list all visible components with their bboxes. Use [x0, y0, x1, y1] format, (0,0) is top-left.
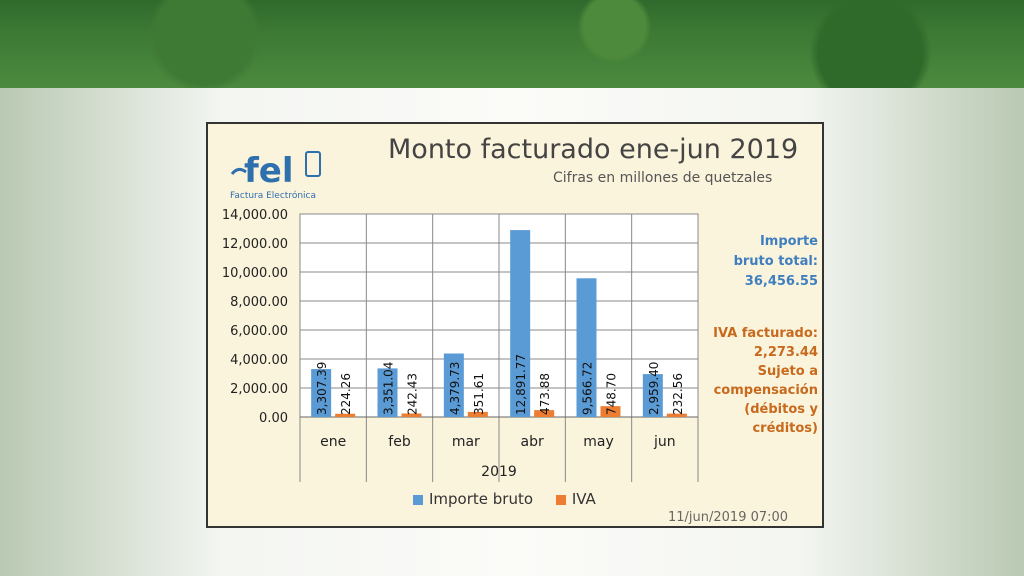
iva-note-line: Sujeto a — [757, 364, 818, 379]
importe-total-note: Importe bruto total: 36,456.55 — [713, 232, 818, 292]
data-label-iva: 748.70 — [605, 373, 619, 415]
category-label: ene — [320, 434, 346, 450]
bar-iva — [401, 413, 422, 417]
data-label-importe: 12,891.77 — [514, 354, 528, 415]
iva-note: IVA facturado: 2,273.44 Sujeto a compens… — [698, 324, 818, 438]
legend-label: IVA — [571, 490, 596, 508]
bar-iva — [335, 413, 356, 417]
y-tick-label: 10,000.00 — [222, 266, 288, 281]
legend-item-importe: Importe bruto — [413, 490, 538, 508]
data-label-importe: 3,351.04 — [382, 362, 396, 415]
legend-swatch — [555, 494, 566, 505]
importe-note-value: 36,456.55 — [744, 274, 818, 289]
y-tick-label: 4,000.00 — [230, 353, 288, 368]
data-label-iva: 351.61 — [472, 373, 486, 415]
y-tick-label: 12,000.00 — [222, 237, 288, 252]
bar-importe-bruto — [642, 374, 663, 417]
fel-logo: fel Factura Electrónica — [228, 144, 328, 204]
y-tick-label: 0.00 — [259, 411, 288, 426]
y-tick-label: 6,000.00 — [230, 324, 288, 339]
category-label: mar — [452, 434, 480, 450]
category-label: jun — [653, 434, 676, 450]
legend-label: Importe bruto — [429, 490, 534, 508]
iva-note-line: IVA facturado: — [713, 326, 818, 341]
chart-panel: fel Factura Electrónica Monto facturado … — [206, 122, 824, 528]
x-axis-label: 2019 — [481, 464, 517, 480]
importe-note-line: bruto total: — [733, 254, 818, 269]
iva-note-line: (débitos y — [744, 402, 818, 417]
fel-logo-icon: fel Factura Electrónica — [230, 151, 321, 201]
data-label-importe: 3,307.39 — [315, 362, 329, 415]
data-label-importe: 9,566.72 — [581, 362, 595, 415]
timestamp: 11/jun/2019 07:00 — [668, 510, 789, 525]
category-label: feb — [388, 434, 411, 450]
y-tick-label: 8,000.00 — [230, 295, 288, 310]
category-label: may — [583, 434, 614, 450]
bar-importe-bruto — [311, 369, 332, 417]
logo-caption: Factura Electrónica — [230, 190, 316, 201]
bar-importe-bruto — [377, 368, 398, 417]
bar-iva — [666, 413, 687, 417]
data-label-importe: 2,959.40 — [647, 362, 661, 415]
data-label-iva: 473.88 — [538, 373, 552, 415]
y-tick-label: 14,000.00 — [222, 208, 288, 223]
bar-iva — [467, 411, 488, 417]
bar-importe-bruto — [510, 230, 531, 417]
chart-title: Monto facturado ene-jun 2019 — [388, 134, 799, 165]
bar-iva — [534, 410, 555, 417]
bar-iva — [600, 406, 621, 417]
legend-item-iva: IVA — [555, 490, 596, 508]
iva-note-value: 2,273.44 — [753, 345, 818, 360]
forest-background-top — [0, 0, 1024, 88]
data-label-iva: 242.43 — [406, 373, 420, 415]
y-tick-label: 2,000.00 — [230, 382, 288, 397]
category-label: abr — [521, 434, 544, 450]
chart-subtitle: Cifras en millones de quetzales — [553, 170, 773, 186]
iva-note-line: compensación — [713, 383, 818, 398]
data-label-importe: 4,379.73 — [448, 362, 462, 415]
bar-importe-bruto — [443, 353, 464, 417]
data-label-iva: 232.56 — [671, 373, 685, 415]
bar-chart: 0.00 2,000.00 4,000.00 6,000.00 8,000.00 10,0… — [222, 208, 699, 482]
legend-swatch — [413, 494, 423, 505]
bar-importe-bruto — [576, 278, 597, 417]
logo-wordmark: fel — [244, 151, 294, 191]
chart-legend: Importe bruto IVA — [413, 490, 614, 508]
data-label-iva: 224.26 — [339, 373, 353, 415]
importe-note-line: Importe — [759, 234, 818, 249]
iva-note-line: créditos) — [752, 421, 818, 436]
